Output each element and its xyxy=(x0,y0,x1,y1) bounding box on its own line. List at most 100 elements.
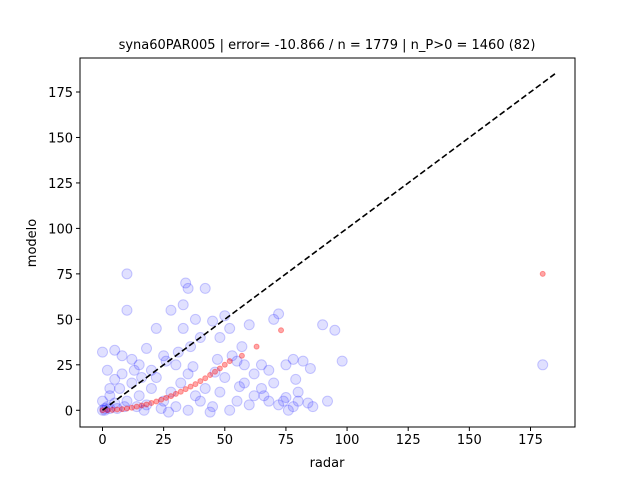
point xyxy=(197,378,204,385)
point xyxy=(304,362,316,374)
point xyxy=(121,395,133,407)
point xyxy=(302,397,314,409)
y-tick-label: 125 xyxy=(48,177,73,192)
point xyxy=(148,399,155,406)
point xyxy=(238,359,250,371)
point xyxy=(226,350,238,362)
point xyxy=(263,395,275,407)
x-tick-label: 75 xyxy=(278,433,295,448)
x-tick-label: 175 xyxy=(518,433,543,448)
point xyxy=(287,353,299,365)
y-tick-label: 0 xyxy=(65,404,73,419)
point xyxy=(167,393,174,400)
point xyxy=(219,310,231,322)
point xyxy=(121,268,133,280)
point xyxy=(163,406,175,418)
point xyxy=(114,406,121,413)
point xyxy=(185,341,197,353)
point xyxy=(258,390,270,402)
x-tick-label: 150 xyxy=(457,433,482,448)
x-tick-label: 0 xyxy=(98,433,106,448)
point xyxy=(212,368,218,375)
point xyxy=(238,377,250,389)
point xyxy=(221,361,228,368)
point xyxy=(133,390,145,402)
point xyxy=(189,313,201,325)
point xyxy=(277,395,289,407)
point xyxy=(128,404,135,411)
point xyxy=(207,401,219,413)
point xyxy=(114,382,126,394)
point xyxy=(104,390,116,402)
point xyxy=(116,350,128,362)
point xyxy=(160,355,172,367)
point xyxy=(138,402,145,409)
point xyxy=(97,346,108,358)
point xyxy=(297,355,309,367)
point xyxy=(97,395,108,407)
point xyxy=(209,366,221,378)
point xyxy=(336,355,348,367)
point xyxy=(119,401,131,413)
point xyxy=(317,319,329,331)
point xyxy=(537,359,549,371)
point xyxy=(214,332,226,344)
point xyxy=(131,401,143,413)
point xyxy=(116,368,128,380)
point xyxy=(177,299,189,311)
reference-line xyxy=(102,73,556,411)
point xyxy=(104,382,116,394)
point xyxy=(99,404,111,416)
point xyxy=(268,377,280,389)
point xyxy=(233,381,245,393)
point xyxy=(539,270,546,277)
point xyxy=(150,372,162,384)
point xyxy=(224,404,236,416)
point xyxy=(187,383,194,390)
point xyxy=(273,399,285,411)
y-tick-label: 75 xyxy=(56,268,73,283)
point xyxy=(192,381,199,388)
point xyxy=(268,313,280,325)
point xyxy=(211,353,223,365)
point xyxy=(158,395,170,407)
point xyxy=(214,386,226,398)
point xyxy=(182,282,194,294)
y-tick-label: 175 xyxy=(48,86,73,101)
point xyxy=(121,304,133,316)
point xyxy=(182,404,194,416)
point xyxy=(282,404,294,416)
point xyxy=(180,277,192,289)
y-tick-label: 50 xyxy=(56,313,73,328)
point xyxy=(307,401,319,413)
point xyxy=(141,399,153,411)
point xyxy=(165,386,177,398)
point xyxy=(255,359,267,371)
point xyxy=(109,344,121,356)
point xyxy=(248,390,260,402)
point xyxy=(226,358,233,365)
point xyxy=(111,402,123,414)
point xyxy=(243,399,255,411)
point xyxy=(119,406,126,413)
point xyxy=(199,282,211,294)
point xyxy=(280,392,292,404)
point xyxy=(231,395,243,407)
point xyxy=(278,327,285,334)
point xyxy=(133,359,145,371)
point xyxy=(153,398,160,405)
point xyxy=(199,382,211,394)
point xyxy=(204,406,216,418)
point xyxy=(219,372,231,384)
y-tick-label: 150 xyxy=(48,131,73,146)
point xyxy=(207,371,214,378)
y-tick-label: 100 xyxy=(48,222,73,237)
point xyxy=(123,405,130,412)
point xyxy=(170,401,182,413)
point xyxy=(145,382,157,394)
point xyxy=(128,364,140,376)
point xyxy=(177,388,184,395)
point xyxy=(150,322,162,334)
point xyxy=(109,397,121,409)
